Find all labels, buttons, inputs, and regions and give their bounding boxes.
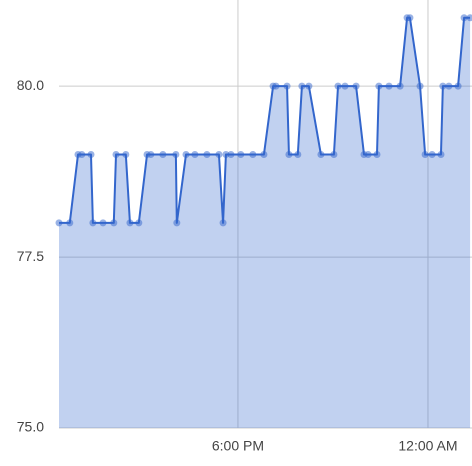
x-tick-label: 12:00 AM — [398, 438, 457, 454]
point — [373, 151, 381, 159]
point — [396, 82, 404, 90]
point — [173, 219, 181, 227]
point — [294, 151, 302, 159]
point — [219, 219, 227, 227]
point — [330, 151, 338, 159]
point — [445, 82, 453, 90]
point — [147, 151, 155, 159]
point — [135, 219, 143, 227]
point — [375, 82, 383, 90]
point — [283, 82, 291, 90]
y-tick-label: 77.5 — [17, 248, 44, 264]
point — [428, 151, 436, 159]
point — [66, 219, 74, 227]
point — [305, 82, 313, 90]
point — [334, 82, 342, 90]
y-tick-label: 75.0 — [17, 419, 44, 435]
point — [99, 219, 107, 227]
x-tick-label: 6:00 PM — [212, 438, 264, 454]
point — [126, 219, 134, 227]
point — [172, 151, 180, 159]
point — [272, 82, 280, 90]
point — [182, 151, 190, 159]
y-tick-label: 80.0 — [17, 77, 44, 93]
point — [191, 151, 199, 159]
point — [437, 151, 445, 159]
point — [317, 151, 325, 159]
point — [249, 151, 257, 159]
point — [421, 151, 429, 159]
point — [87, 151, 95, 159]
point — [341, 82, 349, 90]
point — [466, 14, 472, 22]
point — [112, 151, 120, 159]
area — [59, 17, 471, 428]
point — [55, 219, 63, 227]
point — [237, 151, 245, 159]
point — [227, 151, 235, 159]
point — [222, 151, 230, 159]
point — [285, 151, 293, 159]
point — [122, 151, 130, 159]
point — [364, 151, 372, 159]
point — [406, 14, 414, 22]
point — [416, 82, 424, 90]
point — [352, 82, 360, 90]
point — [454, 82, 462, 90]
point — [89, 219, 97, 227]
point — [298, 82, 306, 90]
point — [460, 14, 468, 22]
point — [159, 151, 167, 159]
point — [203, 151, 211, 159]
point — [110, 219, 118, 227]
point — [260, 151, 268, 159]
point — [439, 82, 447, 90]
point — [78, 151, 86, 159]
point — [385, 82, 393, 90]
point — [215, 151, 223, 159]
